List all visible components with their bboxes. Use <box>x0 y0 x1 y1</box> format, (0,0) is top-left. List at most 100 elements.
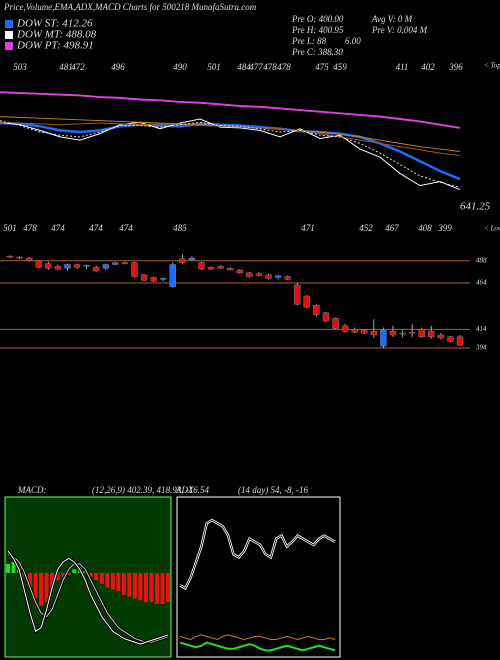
macd-bar <box>99 572 104 584</box>
macd-params: (12,26,9) 402.39, 418.93, -16.54 <box>92 485 209 495</box>
candle-body <box>437 334 445 338</box>
macd-bar <box>61 572 66 577</box>
candle-body <box>73 264 81 268</box>
candle-body <box>227 267 234 271</box>
candle-body <box>294 284 301 305</box>
candle-body <box>25 257 33 261</box>
macd-bar <box>160 572 165 604</box>
legend-label: DOW ST: 412.26 <box>16 18 93 30</box>
candle-body <box>236 269 243 274</box>
info-text: Pre V: 0.004 M <box>371 25 428 35</box>
candle-body <box>341 325 349 332</box>
top-label: 411 <box>396 62 409 72</box>
macd-bar <box>88 572 93 577</box>
candle-body <box>408 331 416 334</box>
candle-body <box>428 331 435 338</box>
top-label: 472 <box>71 62 85 72</box>
chart-title: Price,Volume,EMA,ADX,MACD Charts for 500… <box>3 2 257 12</box>
info-text: Pre L: 88 <box>291 36 327 46</box>
info-text: Pre C: 388.30 <box>291 47 343 57</box>
macd-bar <box>143 572 148 603</box>
macd-bar <box>94 572 99 581</box>
macd-bar <box>66 572 71 575</box>
candle-body <box>361 330 368 334</box>
low-label: 485 <box>173 223 187 233</box>
candle-body <box>246 272 253 277</box>
macd-bar <box>72 569 77 573</box>
low-label: 501 <box>3 223 17 233</box>
macd-bar <box>11 562 16 573</box>
macd-bar <box>105 572 110 588</box>
tops-label: < Tops <box>484 62 500 70</box>
signal-line <box>7 554 169 643</box>
info-text: Pre O: 400.00 <box>291 14 344 24</box>
candle-body <box>54 266 62 270</box>
macd-bar <box>33 572 38 599</box>
level-label: 464 <box>476 279 487 287</box>
candle-body <box>169 264 176 287</box>
low-label: 399 <box>437 223 452 233</box>
legend-label: DOW MT: 488.08 <box>16 29 97 41</box>
candle-body <box>64 264 71 269</box>
top-label: 396 <box>448 62 463 72</box>
candle-body <box>313 305 320 315</box>
macd-bar <box>39 572 44 606</box>
ema-line <box>0 121 461 157</box>
macd-bar <box>55 572 60 581</box>
macd-bar <box>50 572 55 592</box>
top-label: 484 <box>237 62 251 72</box>
candle-body <box>6 255 14 258</box>
candle-body <box>102 264 109 269</box>
lows-label: < Lows <box>484 225 500 233</box>
candle-body <box>456 336 464 346</box>
ema-line <box>0 118 461 191</box>
ema-line <box>0 121 461 181</box>
candle-body <box>370 331 378 336</box>
candle-body <box>159 278 167 280</box>
top-label: 478 <box>277 62 291 72</box>
low-label: 474 <box>51 223 65 233</box>
candle-body <box>188 257 196 261</box>
top-label: 496 <box>111 62 125 72</box>
macd-bar <box>149 572 154 603</box>
legend-swatch <box>5 20 13 28</box>
macd-bar <box>138 572 143 601</box>
macd-bar <box>132 572 137 599</box>
ema-line <box>0 120 461 188</box>
candle-body <box>150 277 157 282</box>
candle-body <box>92 267 100 272</box>
candle-body <box>45 263 52 269</box>
plus-di-line <box>179 634 336 641</box>
candle-body <box>447 336 454 342</box>
level-label: 414 <box>476 325 487 333</box>
candle-body <box>399 332 406 335</box>
macd-bar <box>127 572 132 597</box>
candle-body <box>179 258 186 263</box>
legend-label: DOW PT: 498.91 <box>16 40 94 52</box>
candle-body <box>351 329 358 333</box>
macd-line <box>7 550 169 645</box>
candle-body <box>217 266 224 269</box>
candle-body <box>322 312 330 322</box>
candle-body <box>418 329 425 338</box>
low-label: 474 <box>89 223 103 233</box>
candle-body <box>83 265 90 267</box>
level-label: 488 <box>476 256 487 264</box>
candle-body <box>35 260 42 268</box>
macd-bar <box>110 572 115 590</box>
candle-body <box>303 295 311 308</box>
macd-bar <box>44 572 49 603</box>
candle-body <box>389 331 397 336</box>
candle-body <box>131 262 138 277</box>
low-label: 452 <box>359 223 373 233</box>
legend-swatch <box>5 42 13 50</box>
candle-body <box>380 330 387 347</box>
candle-body <box>284 276 291 280</box>
top-label: 459 <box>333 62 347 72</box>
candle-body <box>265 274 272 279</box>
level-label: 394 <box>475 344 487 352</box>
low-label: 408 <box>418 223 432 233</box>
adx-params: (14 day) 54, -8, -16 <box>238 485 308 495</box>
